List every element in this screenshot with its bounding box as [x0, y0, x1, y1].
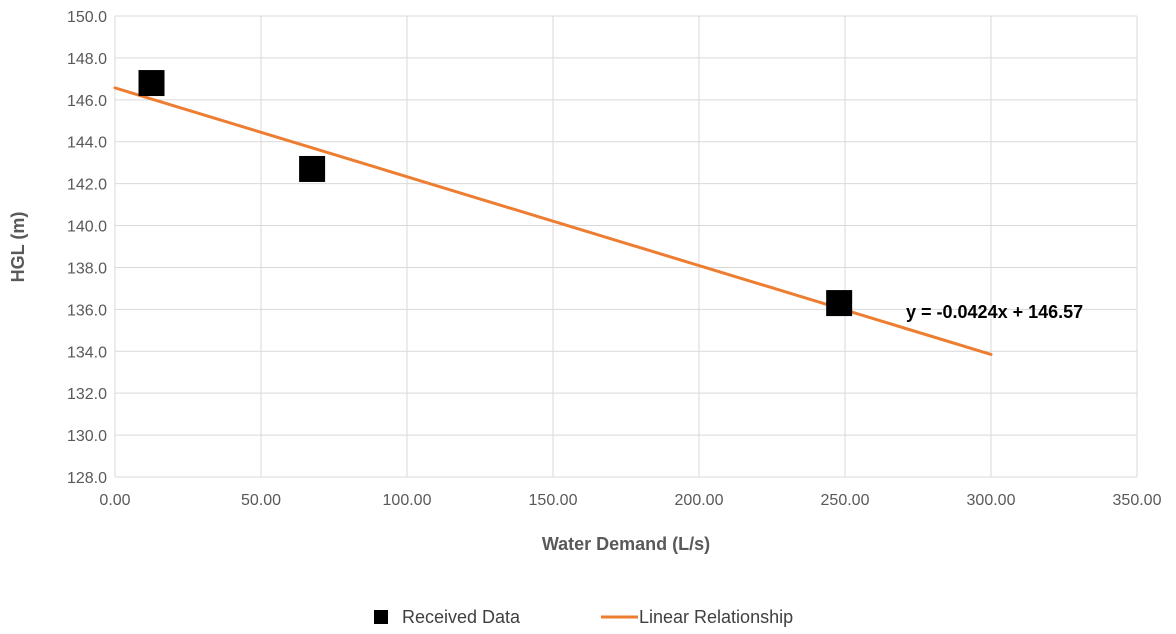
- x-tick-label: 50.00: [241, 492, 281, 509]
- y-tick-label: 148.0: [67, 51, 107, 68]
- y-tick-label: 130.0: [67, 428, 107, 445]
- y-tick-label: 134.0: [67, 344, 107, 361]
- y-tick-label: 132.0: [67, 386, 107, 403]
- legend-label-linear-relationship: Linear Relationship: [639, 607, 793, 627]
- x-tick-label: 250.00: [821, 492, 870, 509]
- tick-labels: 128.0 130.0 132.0 134.0 136.0 138.0 140.0 142.0…: [67, 9, 1162, 509]
- x-tick-label: 350.00: [1113, 492, 1162, 509]
- y-axis-title: HGL (m): [8, 212, 28, 283]
- y-tick-label: 142.0: [67, 177, 107, 194]
- x-tick-label: 0.00: [99, 492, 130, 509]
- legend: Received Data Linear Relationship: [374, 607, 793, 627]
- received-data-point: [138, 70, 165, 97]
- y-tick-label: 128.0: [67, 470, 107, 487]
- y-tick-label: 146.0: [67, 93, 107, 110]
- x-tick-label: 150.00: [529, 492, 578, 509]
- y-tick-label: 138.0: [67, 260, 107, 277]
- gridlines: [114, 15, 1138, 478]
- received-data-point: [826, 290, 853, 317]
- scatter-points: [138, 70, 853, 317]
- y-tick-label: 150.0: [67, 9, 107, 26]
- legend-marker-received-data: [374, 610, 388, 624]
- y-tick-label: 136.0: [67, 302, 107, 319]
- legend-label-received-data: Received Data: [402, 607, 521, 627]
- x-tick-label: 300.00: [967, 492, 1016, 509]
- y-tick-label: 144.0: [67, 135, 107, 152]
- x-tick-label: 100.00: [383, 492, 432, 509]
- x-tick-label: 200.00: [675, 492, 724, 509]
- y-tick-label: 140.0: [67, 219, 107, 236]
- trendline-equation: y = -0.0424x + 146.57: [906, 302, 1083, 322]
- x-axis-title: Water Demand (L/s): [542, 534, 710, 554]
- received-data-point: [299, 155, 326, 182]
